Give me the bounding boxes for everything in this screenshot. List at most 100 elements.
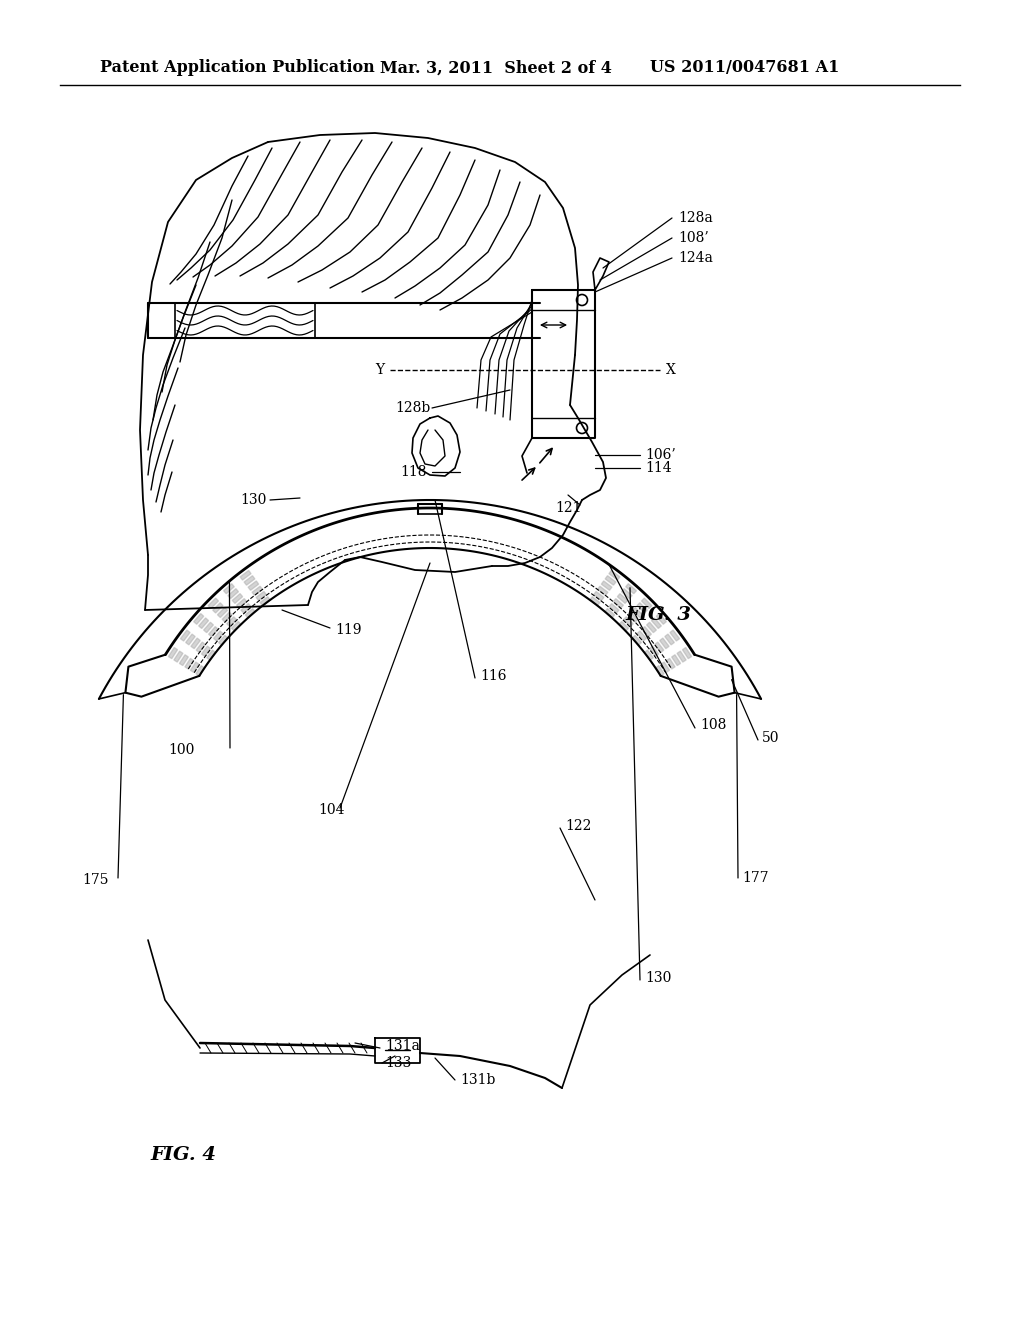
Text: 118: 118 [400, 465, 427, 479]
Text: 175: 175 [82, 873, 109, 887]
Polygon shape [609, 603, 620, 612]
Text: X: X [666, 363, 676, 378]
Polygon shape [228, 589, 239, 598]
Polygon shape [231, 622, 241, 631]
Text: 133: 133 [385, 1056, 412, 1071]
Polygon shape [197, 642, 206, 652]
Text: 128a: 128a [678, 211, 713, 224]
Polygon shape [682, 648, 691, 659]
Polygon shape [207, 649, 216, 660]
Polygon shape [656, 614, 667, 624]
Text: 106’: 106’ [645, 447, 676, 462]
Text: US 2011/0047681 A1: US 2011/0047681 A1 [650, 59, 840, 77]
Polygon shape [213, 603, 223, 612]
Polygon shape [223, 583, 234, 594]
Polygon shape [232, 594, 243, 603]
Polygon shape [613, 598, 624, 609]
Polygon shape [248, 581, 259, 590]
Polygon shape [646, 622, 656, 632]
Polygon shape [196, 665, 205, 676]
Text: 100: 100 [168, 743, 195, 756]
Polygon shape [641, 598, 652, 609]
Polygon shape [649, 645, 658, 656]
Polygon shape [180, 630, 190, 642]
Polygon shape [617, 594, 628, 603]
Polygon shape [194, 614, 204, 624]
Polygon shape [632, 635, 641, 645]
Polygon shape [185, 659, 194, 669]
Polygon shape [241, 603, 251, 612]
Polygon shape [677, 651, 686, 663]
Polygon shape [633, 607, 643, 618]
Polygon shape [246, 609, 255, 618]
Polygon shape [190, 638, 201, 648]
Polygon shape [179, 655, 188, 665]
Text: 114: 114 [645, 461, 672, 475]
Text: 128b: 128b [395, 401, 430, 414]
Polygon shape [644, 649, 653, 660]
Polygon shape [601, 581, 612, 590]
Polygon shape [202, 645, 211, 656]
Polygon shape [622, 589, 632, 598]
Polygon shape [594, 591, 604, 601]
Polygon shape [642, 627, 651, 636]
Polygon shape [654, 642, 664, 652]
Text: 108’: 108’ [678, 231, 709, 246]
Polygon shape [637, 631, 646, 642]
Polygon shape [670, 630, 680, 642]
Polygon shape [618, 622, 629, 631]
Text: 104: 104 [318, 803, 344, 817]
Polygon shape [660, 663, 670, 672]
Text: 130: 130 [645, 972, 672, 985]
Polygon shape [217, 607, 227, 618]
Polygon shape [190, 663, 199, 672]
Text: 130: 130 [240, 492, 266, 507]
Polygon shape [624, 616, 633, 627]
Polygon shape [174, 651, 183, 663]
Polygon shape [609, 570, 620, 579]
Text: 50: 50 [762, 731, 779, 744]
Polygon shape [252, 586, 262, 595]
Text: 122: 122 [565, 818, 592, 833]
Text: 177: 177 [742, 871, 769, 884]
Text: 121: 121 [555, 502, 582, 515]
Polygon shape [218, 635, 228, 645]
Polygon shape [590, 597, 600, 606]
Text: 131a: 131a [385, 1039, 420, 1053]
Text: 108: 108 [700, 718, 726, 733]
Polygon shape [598, 586, 608, 595]
Polygon shape [214, 631, 223, 642]
Text: Y: Y [375, 363, 384, 378]
Polygon shape [659, 638, 669, 648]
Polygon shape [637, 603, 647, 612]
Polygon shape [655, 665, 664, 676]
Polygon shape [244, 576, 255, 585]
Polygon shape [168, 648, 177, 659]
Polygon shape [605, 576, 615, 585]
Text: FIG. 4: FIG. 4 [150, 1146, 216, 1164]
Polygon shape [222, 612, 232, 622]
Polygon shape [208, 598, 218, 609]
Text: 116: 116 [480, 669, 507, 682]
Text: FIG. 3: FIG. 3 [625, 606, 691, 624]
Polygon shape [667, 659, 675, 669]
Polygon shape [226, 616, 237, 627]
Polygon shape [240, 570, 251, 579]
Text: 131b: 131b [460, 1073, 496, 1086]
Polygon shape [185, 634, 196, 645]
Polygon shape [605, 609, 614, 618]
Text: 124a: 124a [678, 251, 713, 265]
Polygon shape [204, 622, 213, 632]
Polygon shape [628, 612, 638, 622]
Polygon shape [199, 618, 209, 628]
Polygon shape [237, 598, 247, 609]
Polygon shape [256, 591, 266, 601]
Text: Mar. 3, 2011  Sheet 2 of 4: Mar. 3, 2011 Sheet 2 of 4 [380, 59, 612, 77]
Polygon shape [672, 655, 681, 665]
Polygon shape [626, 583, 637, 594]
Text: Patent Application Publication: Patent Application Publication [100, 59, 375, 77]
Polygon shape [260, 597, 270, 606]
Text: 119: 119 [335, 623, 361, 638]
Polygon shape [665, 634, 675, 645]
Polygon shape [651, 618, 662, 628]
